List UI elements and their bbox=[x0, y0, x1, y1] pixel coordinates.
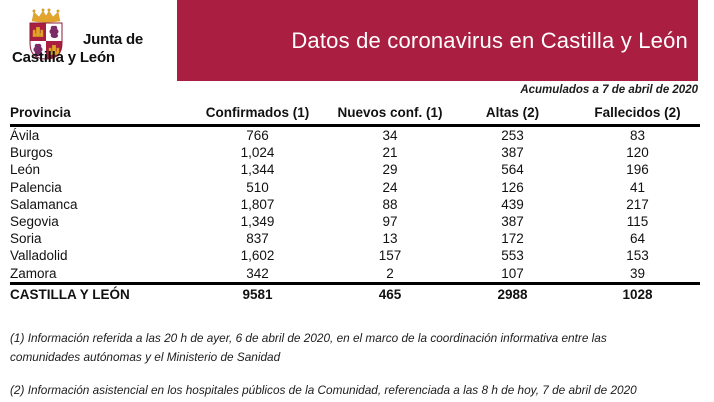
cell-provincia: León bbox=[10, 162, 41, 178]
table-row: Zamora 342 2 107 39 bbox=[10, 265, 700, 284]
cell-total-label: CASTILLA Y LEÓN bbox=[10, 281, 185, 304]
cell-nuevos: 157 bbox=[378, 248, 402, 264]
cell-nuevos: 97 bbox=[382, 214, 398, 230]
col-header-confirmados: Confirmados (1) bbox=[185, 102, 330, 127]
page-title: Datos de coronavirus en Castilla y León bbox=[291, 27, 688, 53]
cell-altas: 172 bbox=[501, 231, 524, 247]
cell-altas: 253 bbox=[501, 128, 524, 143]
cell-altas: 387 bbox=[501, 214, 524, 230]
table-row: Valladolid 1,602 157 553 153 bbox=[10, 247, 700, 264]
cell-nuevos: 24 bbox=[382, 179, 398, 195]
col-header-provincia: Provincia bbox=[10, 102, 185, 127]
cell-provincia: Soria bbox=[10, 231, 42, 247]
cell-total-altas: 2988 bbox=[450, 281, 575, 304]
shield-icon bbox=[29, 22, 63, 60]
cell-total-fallecidos: 1028 bbox=[575, 281, 700, 304]
lion-icon bbox=[49, 25, 59, 38]
cell-altas: 126 bbox=[501, 179, 524, 195]
cell-fallecidos: 120 bbox=[626, 145, 649, 161]
junta-logo: Junta de Castilla y León bbox=[0, 0, 180, 82]
col-header-fallecidos: Fallecidos (2) bbox=[575, 102, 700, 127]
total-row: CASTILLA Y LEÓN 9581 465 2988 1028 bbox=[10, 281, 700, 304]
castle-icon bbox=[32, 26, 44, 37]
cell-provincia: Segovia bbox=[10, 214, 59, 230]
cell-total-nuevos: 465 bbox=[330, 281, 450, 304]
cell-confirmados: 1,807 bbox=[240, 196, 275, 212]
cell-nuevos: 88 bbox=[382, 196, 398, 212]
table-row: León 1,344 29 564 196 bbox=[10, 161, 700, 178]
col-header-altas: Altas (2) bbox=[450, 102, 575, 127]
cell-altas: 564 bbox=[501, 162, 524, 178]
cell-provincia: Salamanca bbox=[10, 196, 78, 212]
table-row: Ávila 766 34 253 83 bbox=[10, 126, 700, 145]
cell-fallecidos: 153 bbox=[626, 248, 649, 264]
logo-text-line2: Castilla y León bbox=[12, 49, 115, 66]
cell-fallecidos: 83 bbox=[629, 128, 646, 143]
cell-altas: 107 bbox=[501, 265, 524, 281]
cell-fallecidos: 217 bbox=[626, 196, 649, 212]
junta-coat-of-arms-icon bbox=[29, 8, 63, 60]
cell-fallecidos: 115 bbox=[626, 214, 649, 230]
cell-nuevos: 29 bbox=[382, 162, 398, 178]
cell-fallecidos: 41 bbox=[629, 179, 646, 195]
cell-confirmados: 1,024 bbox=[240, 145, 275, 161]
cell-nuevos: 34 bbox=[382, 128, 398, 143]
logo-text-line1: Junta de bbox=[83, 31, 144, 48]
cell-confirmados: 837 bbox=[246, 231, 269, 247]
cell-confirmados: 1,349 bbox=[240, 214, 275, 230]
cell-confirmados: 342 bbox=[246, 265, 269, 281]
table-row: Burgos 1,024 21 387 120 bbox=[10, 144, 700, 161]
cell-provincia: Valladolid bbox=[10, 248, 68, 264]
table-row: Salamanca 1,807 88 439 217 bbox=[10, 196, 700, 213]
cell-confirmados: 766 bbox=[246, 128, 269, 143]
cell-confirmados: 510 bbox=[246, 179, 269, 195]
covid-table: Provincia Confirmados (1) Nuevos conf. (… bbox=[10, 102, 700, 304]
cell-fallecidos: 64 bbox=[629, 231, 646, 247]
cell-nuevos: 2 bbox=[386, 265, 394, 281]
cell-total-confirmados: 9581 bbox=[185, 281, 330, 304]
col-header-nuevos: Nuevos conf. (1) bbox=[330, 102, 450, 127]
cell-confirmados: 1,602 bbox=[240, 248, 275, 264]
cell-nuevos: 13 bbox=[382, 231, 398, 247]
header-banner: Datos de coronavirus en Castilla y León bbox=[177, 0, 698, 81]
table-row: Palencia 510 24 126 41 bbox=[10, 179, 700, 196]
cell-provincia: Palencia bbox=[10, 179, 62, 195]
subtitle-date: Acumulados a 7 de abril de 2020 bbox=[520, 84, 698, 96]
cell-fallecidos: 39 bbox=[629, 265, 646, 281]
crown-icon bbox=[31, 8, 61, 23]
cell-confirmados: 1,344 bbox=[240, 162, 275, 178]
lion-icon bbox=[33, 43, 43, 56]
header-row: Provincia Confirmados (1) Nuevos conf. (… bbox=[10, 102, 700, 127]
table-row: Soria 837 13 172 64 bbox=[10, 230, 700, 247]
cell-nuevos: 21 bbox=[382, 145, 398, 161]
table-row: Segovia 1,349 97 387 115 bbox=[10, 213, 700, 230]
footnote-2: (2) Información asistencial en los hospi… bbox=[10, 383, 637, 397]
cell-provincia: Zamora bbox=[10, 265, 57, 281]
cell-fallecidos: 196 bbox=[626, 162, 649, 178]
cell-provincia: Ávila bbox=[10, 128, 40, 143]
cell-provincia: Burgos bbox=[10, 145, 53, 161]
cell-altas: 387 bbox=[501, 145, 524, 161]
cell-altas: 439 bbox=[501, 196, 524, 212]
footnote-1: (1) Información referida a las 20 h de a… bbox=[10, 331, 607, 365]
cell-altas: 553 bbox=[501, 248, 524, 264]
